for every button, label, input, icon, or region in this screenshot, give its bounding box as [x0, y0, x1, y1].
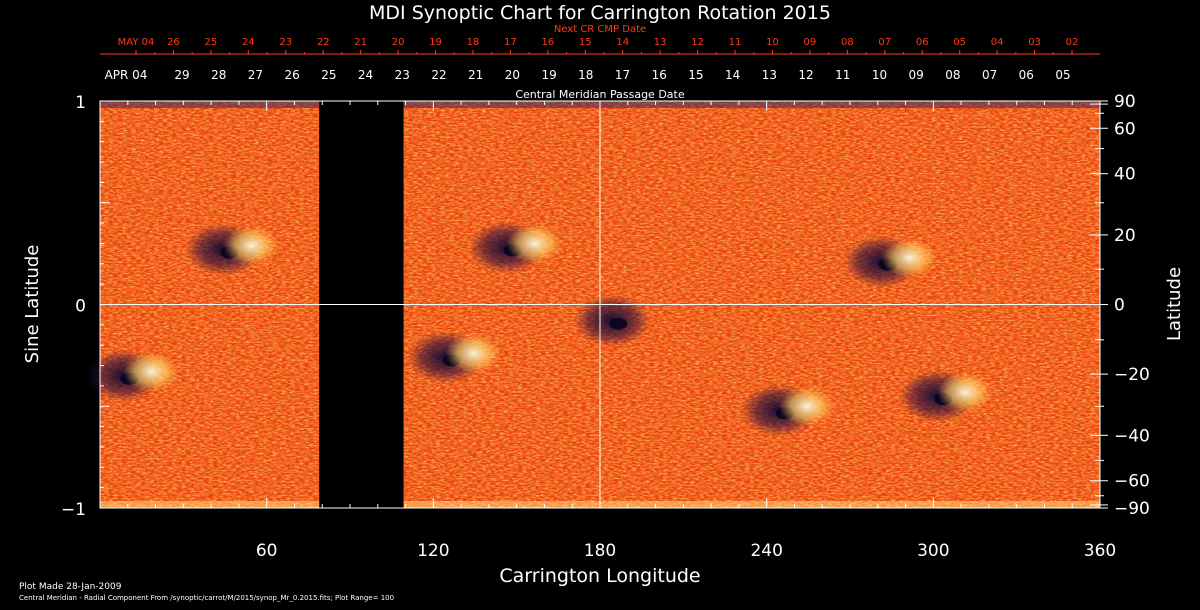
next-cr-tick-label: 13: [654, 37, 667, 48]
y-axis-right: 90 60 40 20 0 −20 −40 −60 −90: [1090, 92, 1150, 519]
cmp-tick-label: 29: [174, 68, 189, 82]
cmp-tick-label: APR 04: [105, 68, 148, 82]
next-cr-tick-label: 14: [616, 37, 629, 48]
cmp-tick-label: 12: [798, 68, 813, 82]
x-tick-label: 60: [256, 541, 278, 561]
active-region: [740, 384, 835, 437]
cmp-tick-label: 15: [688, 68, 703, 82]
cmp-tick-label: 14: [725, 68, 740, 82]
active-region: [899, 370, 994, 423]
next-cr-tick-label: 03: [1028, 37, 1041, 48]
x-axis: 60 120 180 240 300 360: [127, 101, 1116, 561]
next-cr-tick-label: 10: [766, 37, 779, 48]
active-region: [574, 294, 651, 347]
cmp-tick-label: 22: [431, 68, 446, 82]
x-tick-label: 360: [1084, 541, 1116, 561]
cmp-tick-label: 06: [1019, 68, 1034, 82]
cmp-tick-label: 05: [1055, 68, 1070, 82]
y-right-tick-label: −40: [1114, 426, 1150, 446]
cmp-tick-label: 11: [835, 68, 850, 82]
y-axis-label-right: Latitude: [1164, 267, 1185, 341]
cmp-tick-label: 18: [578, 68, 593, 82]
next-cr-tick-label: 21: [354, 37, 367, 48]
cmp-tick-label: 13: [762, 68, 777, 82]
cmp-tick-label: 09: [909, 68, 924, 82]
y-right-tick-label: 90: [1114, 92, 1136, 112]
x-tick-label: 180: [584, 541, 616, 561]
next-cr-tick-label: 16: [541, 37, 554, 48]
cmp-tick-label: 08: [945, 68, 960, 82]
next-cr-tick-label: 18: [467, 37, 480, 48]
y-axis-left: −1 0 1: [61, 93, 110, 520]
y-right-tick-label: −90: [1114, 499, 1150, 519]
cmp-tick-label: 17: [615, 68, 630, 82]
next-cr-tick-label: 06: [916, 37, 929, 48]
next-cr-tick-label: 08: [841, 37, 854, 48]
cmp-tick-label: 16: [652, 68, 667, 82]
active-region: [468, 221, 563, 274]
next-cr-tick-label: 07: [878, 37, 891, 48]
x-axis-label: Carrington Longitude: [499, 565, 700, 587]
next-cr-tick-label: 22: [317, 37, 330, 48]
cmp-axis-label: Central Meridian Passage Date: [515, 88, 684, 101]
y-left-tick-label: 1: [75, 93, 86, 113]
y-right-tick-label: −60: [1114, 472, 1150, 492]
top-axis-label: Next CR CMP Date: [554, 24, 646, 35]
plot-made-text: Plot Made 28-Jan-2009: [19, 582, 122, 592]
next-cr-tick-label: 04: [991, 37, 1004, 48]
cmp-axis: APR 04 29 28 27 26 25 24 23 22 21 20 19 18 17 16 15 14 13…: [105, 68, 1071, 82]
cmp-tick-label: 26: [284, 68, 299, 82]
active-region: [85, 349, 180, 402]
y-right-tick-label: 40: [1114, 165, 1136, 185]
next-cr-tick-label: 26: [167, 37, 180, 48]
active-region: [407, 331, 502, 384]
next-cr-tick-label: 23: [279, 37, 292, 48]
next-cr-tick-label: 15: [579, 37, 592, 48]
x-tick-label: 120: [417, 541, 449, 561]
y-right-tick-label: 20: [1114, 226, 1136, 246]
y-left-tick-label: 0: [75, 297, 86, 317]
cmp-tick-label: 25: [321, 68, 336, 82]
cmp-tick-label: 21: [468, 68, 483, 82]
next-cr-tick-label: MAY 04: [118, 37, 155, 48]
next-cr-tick-label: 20: [392, 37, 405, 48]
chart-title: MDI Synoptic Chart for Carrington Rotati…: [369, 2, 831, 24]
next-cr-tick-label: 25: [205, 37, 218, 48]
next-cr-tick-label: 05: [953, 37, 966, 48]
next-cr-tick-label: 12: [691, 37, 704, 48]
y-right-tick-label: 0: [1114, 296, 1125, 316]
next-cr-tick-label: 11: [729, 37, 742, 48]
cmp-tick-label: 10: [872, 68, 887, 82]
active-region: [843, 235, 938, 288]
footer-info-text: Central Meridian - Radial Component From…: [19, 594, 394, 602]
cmp-tick-label: 07: [982, 68, 997, 82]
next-cr-tick-label: 24: [242, 37, 255, 48]
x-tick-label: 300: [917, 541, 949, 561]
cmp-tick-label: 19: [541, 68, 556, 82]
cmp-tick-label: 20: [505, 68, 520, 82]
y-right-tick-label: 60: [1114, 119, 1136, 139]
next-cr-tick-label: 02: [1066, 37, 1079, 48]
x-tick-label: 240: [750, 541, 782, 561]
next-cr-axis: MAY 04 26 25 24 23 22 21 20 19 18 17 16 15 14 13 12 11 10…: [118, 37, 1079, 54]
cmp-tick-label: 27: [248, 68, 263, 82]
active-region: [185, 223, 280, 276]
next-cr-tick-label: 17: [504, 37, 517, 48]
y-left-tick-label: −1: [61, 500, 86, 520]
cmp-tick-label: 24: [358, 68, 373, 82]
y-right-tick-label: −20: [1114, 365, 1150, 385]
y-axis-label-left: Sine Latitude: [22, 245, 43, 364]
cmp-tick-label: 23: [395, 68, 410, 82]
next-cr-tick-label: 09: [804, 37, 817, 48]
next-cr-tick-label: 19: [429, 37, 442, 48]
cmp-tick-label: 28: [211, 68, 226, 82]
